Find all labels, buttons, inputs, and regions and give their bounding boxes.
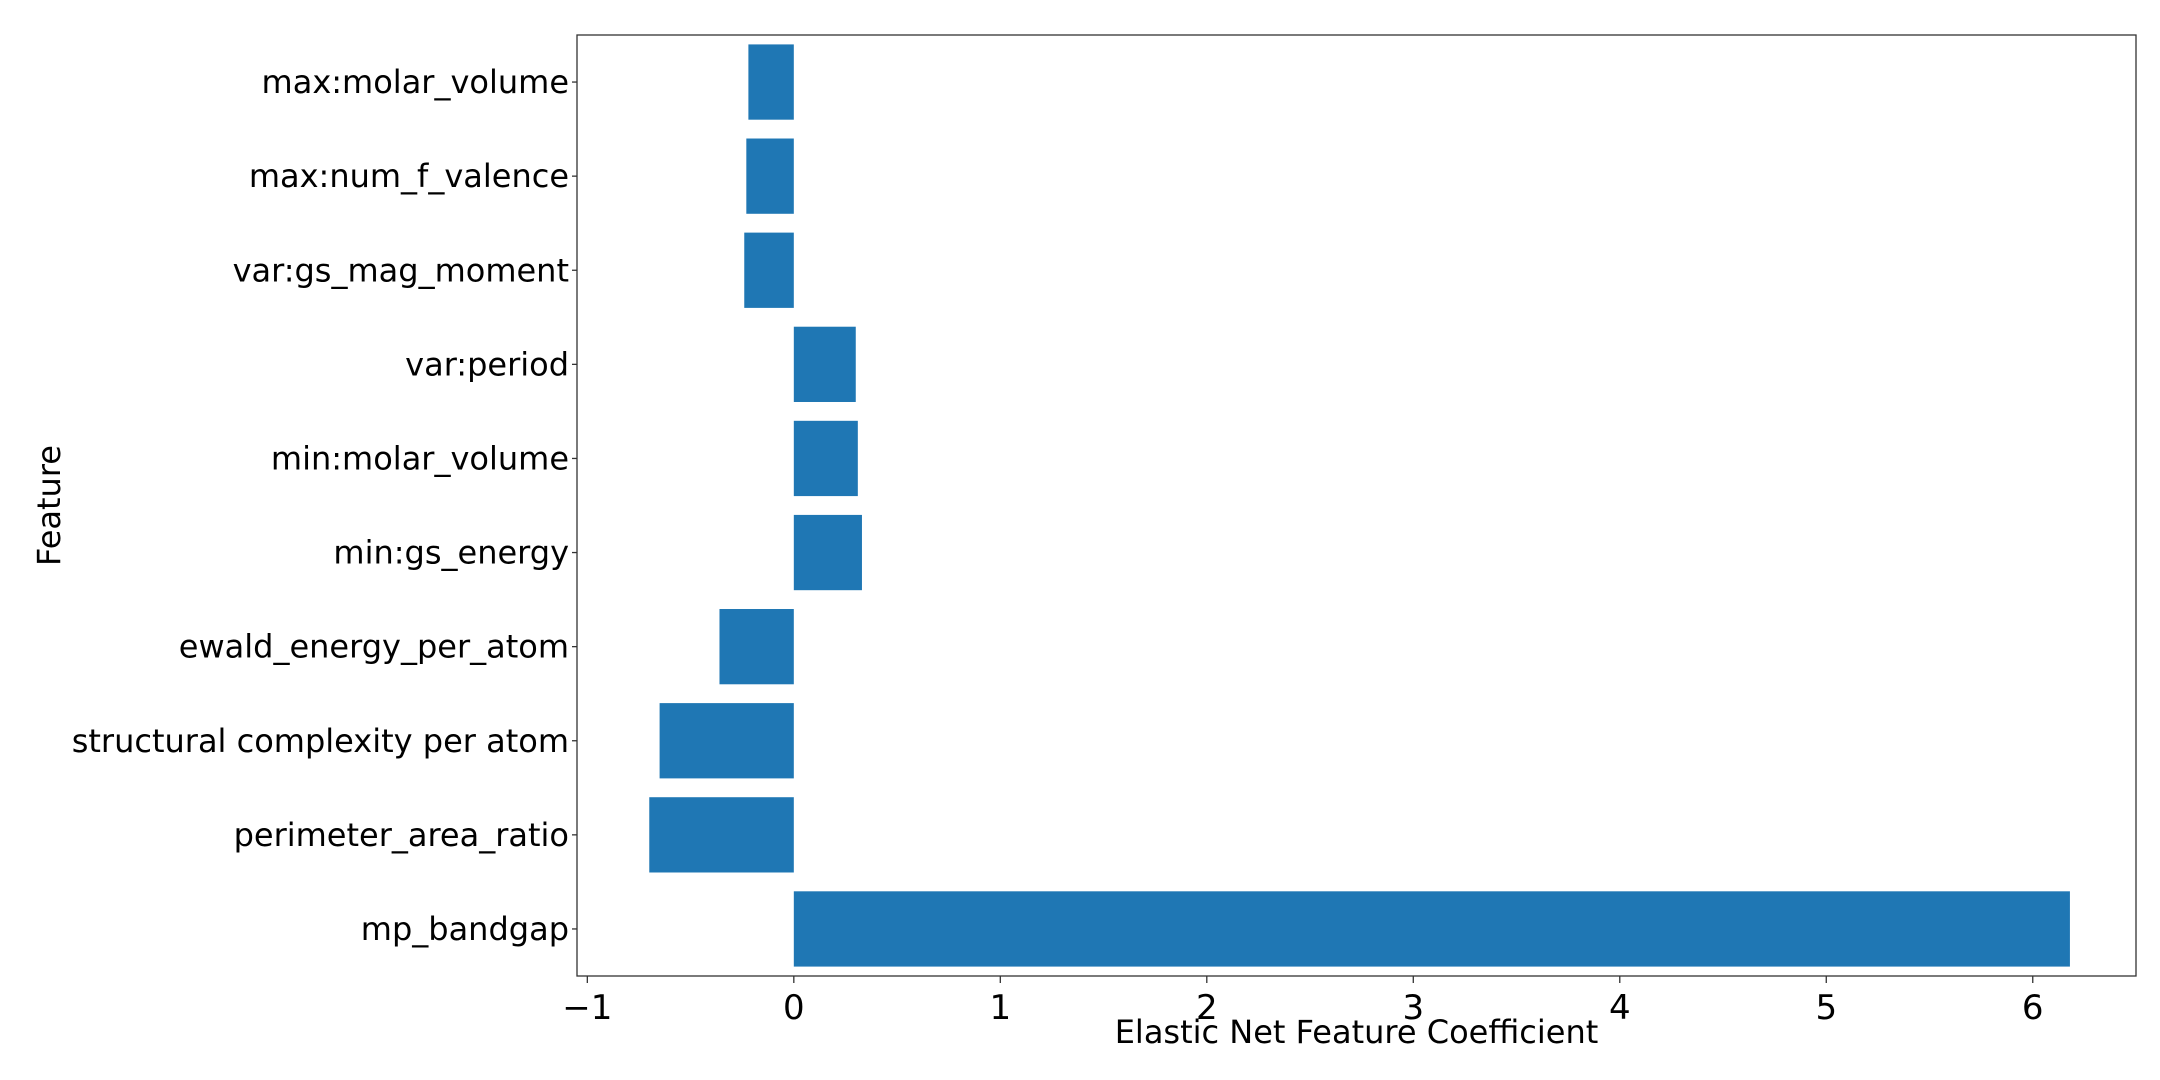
bars: [649, 44, 2070, 967]
x-tick-label: 1: [989, 988, 1011, 1028]
bar-max-num-f-valence: [746, 138, 794, 214]
bar-min-gs-energy: [793, 514, 862, 591]
ticks: max:molar_volume max:num_f_valence var:gs_…: [72, 63, 2044, 1028]
y-tick-label: min:molar_volume: [271, 439, 569, 477]
bar-var-gs-mag-moment: [744, 232, 794, 308]
plot-area-frame: [576, 34, 2137, 977]
x-tick-label: 4: [1609, 988, 1631, 1028]
x-axis-label: Elastic Net Feature Coefficient: [1115, 1013, 1599, 1051]
bar-min-molar-volume: [793, 420, 858, 497]
bar-structural-complexity-per-atom: [659, 703, 794, 779]
y-tick-label: min:gs_energy: [333, 534, 569, 572]
y-tick-label: perimeter_area_ratio: [234, 816, 569, 854]
x-tick-label: 0: [783, 988, 805, 1028]
bar-ewald-energy-per-atom: [719, 609, 794, 685]
y-tick-label: ewald_energy_per_atom: [179, 628, 569, 666]
bar-perimeter-area-ratio: [649, 797, 794, 873]
x-tick-label: 3: [1402, 988, 1424, 1028]
x-tick-label: −1: [562, 988, 612, 1028]
x-tick-label: 2: [1196, 988, 1218, 1028]
y-tick-label: structural complexity per atom: [72, 722, 569, 760]
y-tick-label: var:gs_mag_moment: [233, 251, 569, 289]
bar-var-period: [793, 326, 856, 402]
y-tick-label: max:num_f_valence: [249, 157, 569, 195]
y-axis-label: Feature: [30, 445, 68, 566]
y-tick-label: mp_bandgap: [361, 910, 569, 948]
bar-max-molar-volume: [748, 44, 794, 120]
bar-mp-bandgap: [793, 891, 2070, 967]
y-tick-label: max:molar_volume: [262, 63, 569, 101]
x-tick-label: 5: [1815, 988, 1837, 1028]
y-tick-label: var:period: [405, 345, 569, 383]
x-tick-label: 6: [2022, 988, 2044, 1028]
